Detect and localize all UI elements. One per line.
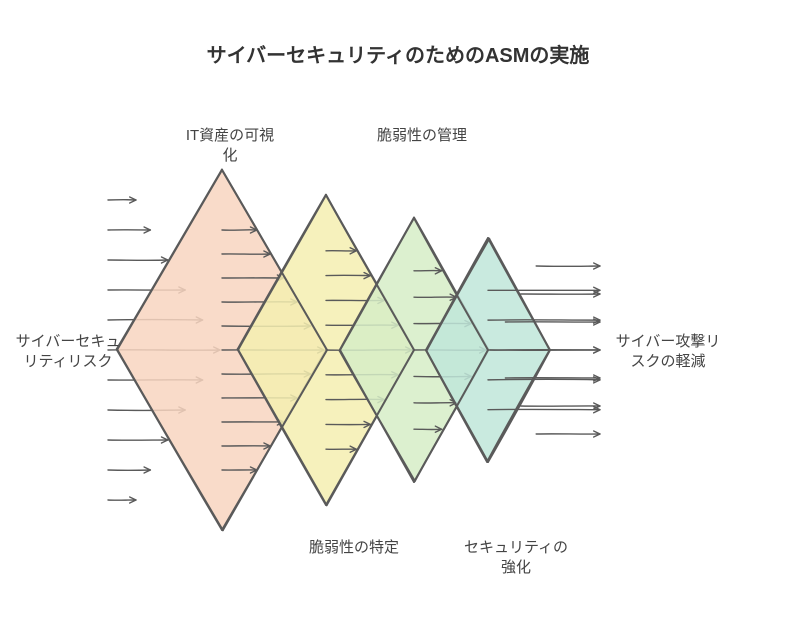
svg-text:セキュリティの: セキュリティの	[464, 539, 568, 556]
svg-text:リティリスク: リティリスク	[23, 353, 112, 370]
svg-text:強化: 強化	[501, 559, 531, 576]
stage-label-2: 脆弱性の管理	[377, 126, 467, 144]
svg-text:IT資産の可視: IT資産の可視	[186, 127, 274, 144]
svg-text:サイバーセキュ: サイバーセキュ	[16, 333, 121, 350]
svg-text:スクの軽減: スクの軽減	[630, 353, 705, 370]
svg-text:化: 化	[222, 147, 237, 164]
svg-text:サイバー攻撃リ: サイバー攻撃リ	[616, 333, 721, 350]
svg-text:脆弱性の特定: 脆弱性の特定	[309, 538, 399, 556]
svg-text:脆弱性の管理: 脆弱性の管理	[377, 126, 467, 144]
stage-label-1: 脆弱性の特定	[309, 538, 399, 556]
diagram-title: サイバーセキュリティのためのASMの実施	[207, 43, 590, 67]
